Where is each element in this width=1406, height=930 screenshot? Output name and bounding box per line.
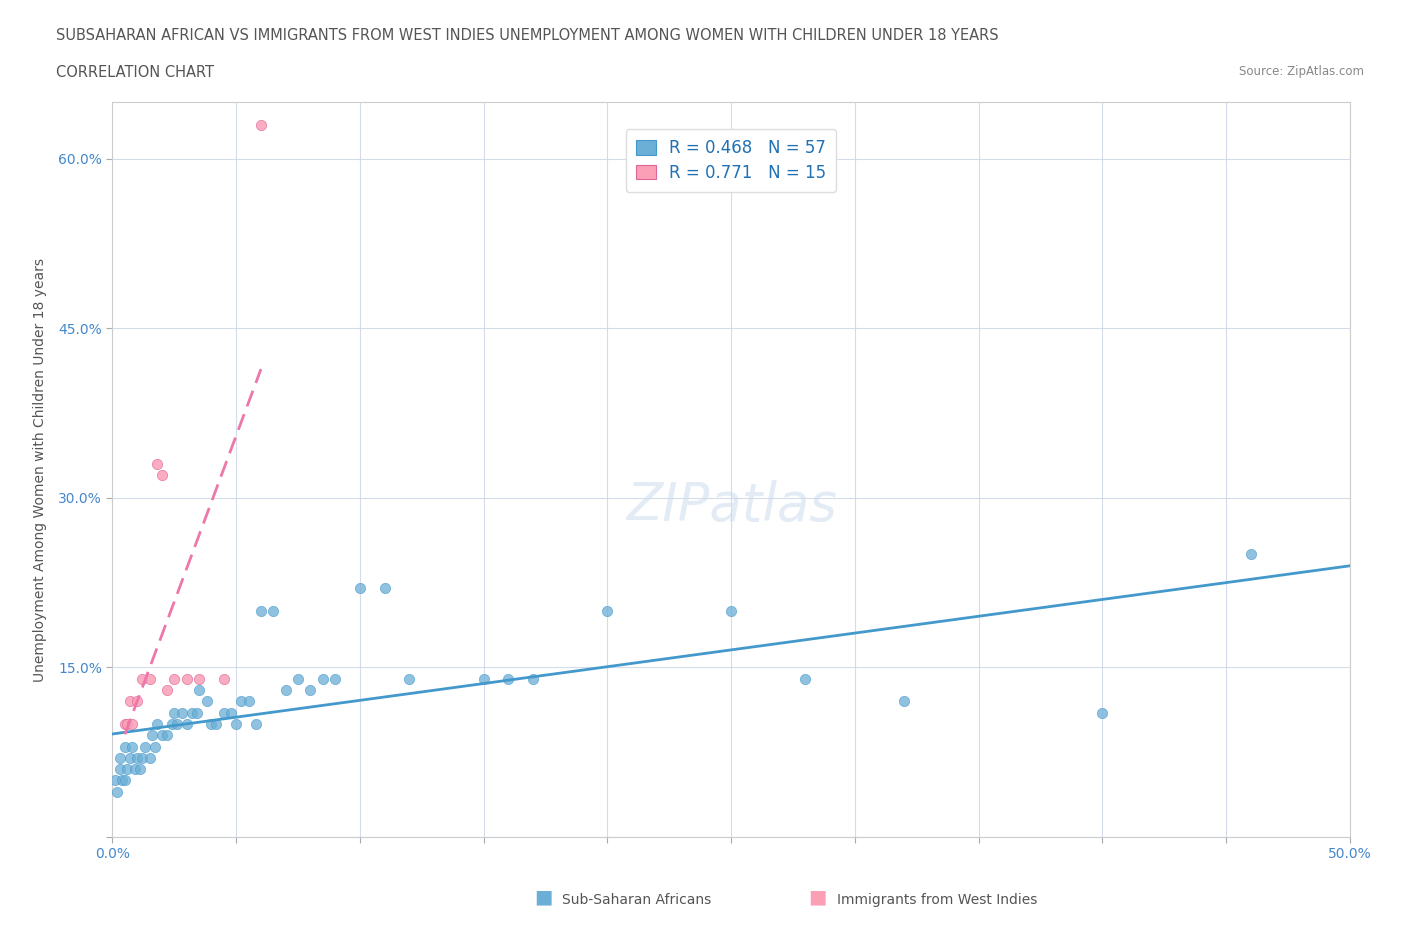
Point — [250, 604, 273, 618]
Text: Sub-Saharan Africans: Sub-Saharan Africans — [562, 893, 711, 907]
Point — [163, 671, 186, 686]
Point — [121, 739, 143, 754]
Y-axis label: Unemployment Among Women with Children Under 18 years: Unemployment Among Women with Children U… — [34, 258, 46, 682]
Point — [143, 739, 166, 754]
Point — [498, 671, 520, 686]
Point — [127, 694, 149, 709]
Point — [118, 751, 141, 765]
Point — [108, 751, 131, 765]
Point — [104, 773, 127, 788]
Point — [117, 716, 139, 731]
Point — [323, 671, 346, 686]
Text: Immigrants from West Indies: Immigrants from West Indies — [837, 893, 1038, 907]
Point — [156, 683, 179, 698]
Point — [176, 716, 198, 731]
Text: CORRELATION CHART: CORRELATION CHART — [56, 65, 214, 80]
Text: ■: ■ — [534, 888, 553, 907]
Point — [138, 751, 160, 765]
Point — [146, 457, 169, 472]
Point — [720, 604, 742, 618]
Point — [188, 683, 211, 698]
Point — [107, 784, 129, 799]
Point — [274, 683, 297, 698]
Text: SUBSAHARAN AFRICAN VS IMMIGRANTS FROM WEST INDIES UNEMPLOYMENT AMONG WOMEN WITH : SUBSAHARAN AFRICAN VS IMMIGRANTS FROM WE… — [56, 28, 998, 43]
Point — [127, 751, 149, 765]
Point — [138, 671, 160, 686]
Point — [117, 762, 139, 777]
Point — [128, 762, 150, 777]
Point — [131, 751, 153, 765]
Point — [186, 705, 208, 720]
Point — [170, 705, 193, 720]
Point — [163, 705, 186, 720]
Point — [312, 671, 335, 686]
Point — [299, 683, 322, 698]
Point — [250, 117, 273, 132]
Text: ZIPatlas: ZIPatlas — [626, 481, 837, 532]
Point — [141, 728, 163, 743]
Text: Source: ZipAtlas.com: Source: ZipAtlas.com — [1239, 65, 1364, 78]
Legend: R = 0.468   N = 57, R = 0.771   N = 15: R = 0.468 N = 57, R = 0.771 N = 15 — [626, 129, 837, 192]
Point — [188, 671, 211, 686]
Point — [245, 716, 267, 731]
Point — [166, 716, 188, 731]
Point — [205, 716, 228, 731]
Point — [1091, 705, 1114, 720]
Point — [160, 716, 183, 731]
Point — [794, 671, 817, 686]
Point — [131, 671, 153, 686]
Point — [893, 694, 915, 709]
Point — [150, 728, 173, 743]
Point — [124, 762, 146, 777]
Point — [472, 671, 495, 686]
Point — [219, 705, 242, 720]
Point — [225, 716, 247, 731]
Point — [176, 671, 198, 686]
Point — [200, 716, 222, 731]
Point — [146, 716, 169, 731]
Point — [156, 728, 179, 743]
Point — [108, 762, 131, 777]
Point — [596, 604, 619, 618]
Point — [118, 694, 141, 709]
Point — [374, 581, 396, 596]
Point — [522, 671, 544, 686]
Point — [238, 694, 260, 709]
Point — [114, 716, 136, 731]
Point — [1240, 547, 1263, 562]
Point — [111, 773, 134, 788]
Point — [180, 705, 202, 720]
Point — [150, 468, 173, 483]
Point — [114, 739, 136, 754]
Point — [349, 581, 371, 596]
Point — [195, 694, 218, 709]
Point — [212, 705, 235, 720]
Point — [262, 604, 284, 618]
Point — [114, 773, 136, 788]
Point — [134, 739, 156, 754]
Point — [287, 671, 309, 686]
Point — [121, 716, 143, 731]
Point — [231, 694, 253, 709]
Text: ■: ■ — [808, 888, 827, 907]
Point — [212, 671, 235, 686]
Point — [398, 671, 420, 686]
